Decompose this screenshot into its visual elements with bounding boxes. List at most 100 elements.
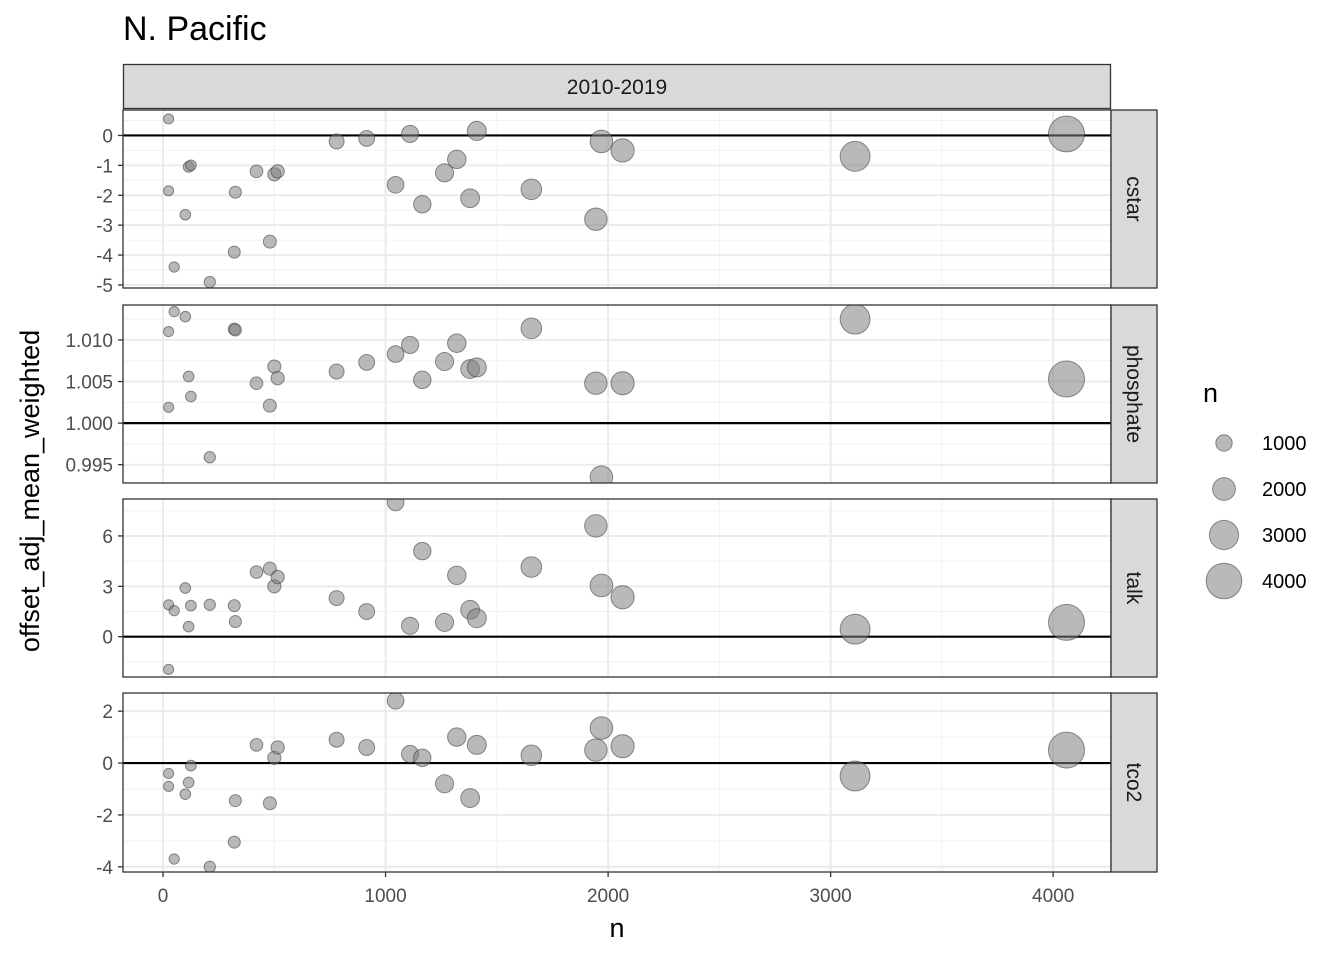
panel-background xyxy=(123,693,1111,872)
data-point xyxy=(386,175,405,194)
data-point xyxy=(168,305,180,318)
y-tick-label: 0 xyxy=(102,628,113,649)
data-point xyxy=(520,178,543,201)
data-point xyxy=(163,780,175,792)
data-point xyxy=(584,738,608,762)
chart-title: N. Pacific xyxy=(123,10,267,48)
data-point xyxy=(589,129,614,154)
data-point xyxy=(401,124,420,143)
data-point xyxy=(589,465,614,483)
legend-label: 4000 xyxy=(1262,571,1307,593)
data-point xyxy=(386,499,405,512)
data-point xyxy=(168,605,180,617)
data-point xyxy=(249,164,264,179)
data-point xyxy=(163,401,175,413)
data-point xyxy=(447,333,467,353)
y-tick-label: 1.010 xyxy=(65,331,113,352)
data-point xyxy=(401,616,420,635)
y-tick-label: 6 xyxy=(102,527,113,548)
y-tick-label: 0 xyxy=(102,126,113,147)
points-group xyxy=(163,499,1085,676)
row-strip xyxy=(1110,692,1158,873)
row-strip-label: cstar xyxy=(1122,176,1145,222)
data-point xyxy=(184,159,197,172)
data-point xyxy=(203,275,216,288)
legend-key xyxy=(1212,477,1236,501)
data-point xyxy=(328,731,345,748)
y-tick-label: 0 xyxy=(102,754,113,775)
data-point xyxy=(179,788,192,800)
data-point xyxy=(328,133,345,150)
row-strip xyxy=(1110,304,1158,484)
panel-cstar: 0 -1 -2 -3 -4 -5 cstar xyxy=(96,109,1158,297)
data-point xyxy=(184,759,197,772)
data-point xyxy=(466,734,487,755)
panel-tco2: -4 -2 0 2 tco2 xyxy=(96,692,1158,879)
data-point xyxy=(1048,731,1085,769)
data-point xyxy=(184,390,197,403)
data-point xyxy=(203,598,216,611)
data-point xyxy=(520,556,543,578)
data-point xyxy=(584,371,608,395)
data-point xyxy=(413,541,432,561)
data-point xyxy=(610,371,635,396)
x-tick-label: 4000 xyxy=(1032,886,1074,907)
data-point xyxy=(182,370,195,383)
data-point xyxy=(227,245,241,259)
data-point xyxy=(589,716,614,740)
legend-label: 2000 xyxy=(1262,479,1307,501)
data-point xyxy=(839,140,871,172)
y-axis-title: offset_adj_mean_weighted xyxy=(15,330,45,652)
data-point xyxy=(589,573,614,598)
points-group xyxy=(163,305,1085,483)
legend-key xyxy=(1208,519,1240,551)
data-point xyxy=(434,352,455,372)
data-point xyxy=(249,376,264,391)
panel-talk: 0 3 6 talk xyxy=(102,498,1158,678)
data-point xyxy=(447,565,467,586)
data-point xyxy=(179,582,192,594)
data-point xyxy=(262,398,277,413)
data-point xyxy=(358,129,376,147)
data-point xyxy=(184,599,197,612)
x-tick-label: 2000 xyxy=(587,886,629,907)
data-point xyxy=(163,113,175,125)
y-tick-label: 0.995 xyxy=(65,456,113,477)
data-point xyxy=(179,208,192,221)
panel-background xyxy=(123,110,1111,288)
legend-key xyxy=(1205,562,1243,600)
points-group xyxy=(163,693,1085,872)
data-point xyxy=(447,149,467,170)
data-point xyxy=(358,739,376,756)
data-point xyxy=(839,305,871,335)
data-point xyxy=(413,195,432,214)
data-point xyxy=(1048,360,1085,398)
data-point xyxy=(610,734,635,759)
data-point xyxy=(466,608,487,629)
data-point xyxy=(413,370,432,390)
data-point xyxy=(163,326,175,338)
panel-phosphate: 0.995 1.000 1.005 1.010 phosphate xyxy=(65,304,1158,484)
data-point xyxy=(584,514,608,538)
data-point xyxy=(227,599,241,613)
data-point xyxy=(163,663,175,676)
x-axis: 0 1000 2000 3000 4000 xyxy=(158,872,1074,907)
data-point xyxy=(182,620,195,633)
data-point xyxy=(460,788,481,808)
data-point xyxy=(1048,115,1085,153)
data-point xyxy=(520,744,543,767)
data-point xyxy=(466,120,487,141)
data-point xyxy=(203,451,216,464)
size-legend: n 1000 2000 3000 4000 xyxy=(1203,378,1307,600)
data-point xyxy=(413,748,432,768)
data-point xyxy=(1048,603,1085,641)
data-point xyxy=(228,323,242,337)
y-tick-label: -3 xyxy=(96,216,113,237)
y-tick-label: -2 xyxy=(96,186,113,207)
y-tick-label: -5 xyxy=(96,276,113,297)
data-point xyxy=(839,613,871,645)
data-point xyxy=(466,357,487,378)
y-tick-label: 1.000 xyxy=(65,414,113,435)
y-tick-label: 3 xyxy=(102,577,113,598)
y-tick-label: -1 xyxy=(96,156,113,177)
